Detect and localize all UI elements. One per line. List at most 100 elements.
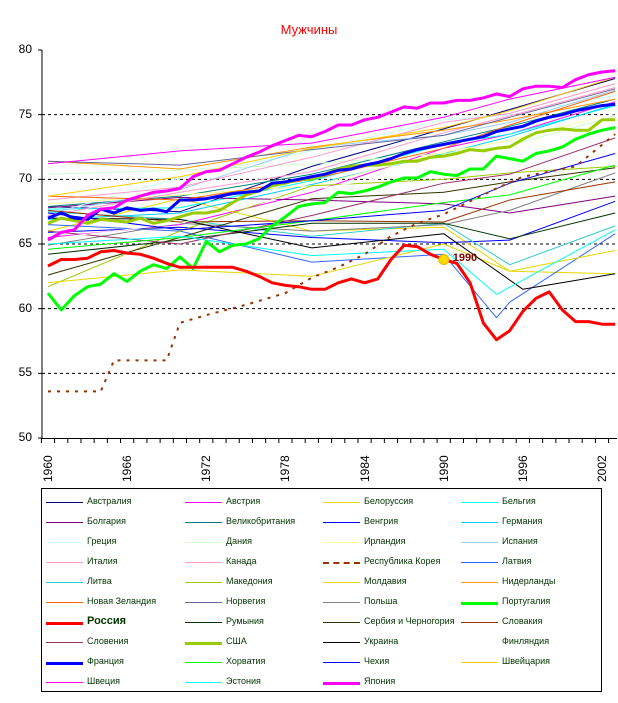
series-line-28 <box>47 137 616 245</box>
legend-swatch <box>185 682 222 683</box>
legend-label: Болгария <box>87 516 126 526</box>
legend-swatch <box>46 542 83 543</box>
series-line-27 <box>47 181 616 223</box>
legend-label: Сербия и Черногория <box>364 616 455 626</box>
series-line-5 <box>47 98 616 207</box>
legend-swatch <box>323 502 360 503</box>
series-line-34 <box>47 153 616 231</box>
annotation-label: 1990 <box>452 251 478 264</box>
legend-label: Нидерланды <box>502 576 556 586</box>
legend-swatch <box>185 502 222 503</box>
legend-label: Молдавия <box>364 576 407 586</box>
y-tick-label: 70 <box>18 171 32 186</box>
legend-label: Франция <box>87 656 124 666</box>
legend-label: Словакия <box>502 616 543 626</box>
chart-title: Мужчины <box>280 22 338 37</box>
legend-swatch <box>46 622 83 625</box>
legend-label: США <box>226 636 247 646</box>
legend-swatch <box>46 602 83 603</box>
legend-label: Бельгия <box>502 496 536 506</box>
y-tick-label: 50 <box>18 430 32 444</box>
series-line-6 <box>47 200 616 244</box>
legend-swatch <box>461 562 498 563</box>
legend-swatch <box>323 622 360 623</box>
series-line-24 <box>47 243 616 342</box>
legend-swatch <box>185 642 222 645</box>
legend-label: Италия <box>87 556 118 566</box>
y-tick-label: 60 <box>18 300 32 315</box>
legend-swatch <box>46 522 83 523</box>
series-line-2 <box>47 198 616 275</box>
series-line-32 <box>47 102 616 221</box>
legend-label: Польша <box>364 596 398 606</box>
legend-label: Испания <box>502 536 538 546</box>
series-line-37 <box>47 229 616 295</box>
series-line-9 <box>47 115 616 175</box>
series-line-13 <box>47 83 616 201</box>
legend: Австралия Австрия Белоруссия Бельгия Болгари… <box>41 488 602 692</box>
legend-label: Норвегия <box>226 596 266 606</box>
legend-label: Эстония <box>226 676 261 686</box>
x-tick-label: 2002 <box>595 455 609 482</box>
y-tick-label: 65 <box>18 236 32 250</box>
legend-label: Россия <box>87 615 127 627</box>
x-tick-label: 1966 <box>120 455 135 482</box>
legend-swatch <box>185 522 222 523</box>
series-line-19 <box>47 98 616 170</box>
legend-label: Австралия <box>87 496 132 506</box>
legend-swatch <box>185 562 222 563</box>
legend-swatch <box>323 642 360 643</box>
legend-swatch <box>461 622 498 623</box>
y-tick-label: 80 <box>18 42 32 56</box>
series-line-26 <box>47 167 616 276</box>
legend-swatch <box>461 582 498 583</box>
legend-swatch <box>461 542 498 543</box>
legend-label: Белоруссия <box>364 496 414 506</box>
legend-label: Хорватия <box>226 656 266 666</box>
legend-label: Македония <box>226 576 273 586</box>
x-tick-label: 1978 <box>278 455 293 482</box>
legend-swatch <box>323 582 360 583</box>
legend-swatch <box>323 662 360 663</box>
series-line-11 <box>47 89 616 214</box>
legend-label: Республика Корея <box>364 556 441 566</box>
legend-swatch <box>46 562 83 563</box>
legend-label: Швеция <box>87 676 120 686</box>
series-line-25 <box>47 212 616 255</box>
series-line-30 <box>47 217 616 290</box>
legend-label: Дания <box>226 536 252 546</box>
series-line-36 <box>47 76 616 165</box>
legend-label: Япония <box>364 676 396 686</box>
legend-swatch <box>461 502 498 503</box>
y-tick-label: 75 <box>18 106 32 121</box>
x-tick-label: 1972 <box>199 455 214 482</box>
legend-label: Австрия <box>226 496 261 506</box>
legend-label: Португалия <box>502 596 551 606</box>
legend-label: Венгрия <box>364 516 399 526</box>
series-line-23 <box>46 126 616 312</box>
legend-swatch <box>185 602 222 603</box>
legend-swatch <box>461 522 498 523</box>
series-line-16 <box>47 211 616 266</box>
legend-swatch <box>185 622 222 623</box>
legend-swatch <box>46 582 83 583</box>
legend-swatch <box>461 662 498 663</box>
legend-label: Канада <box>226 556 257 566</box>
legend-swatch <box>323 602 360 603</box>
series-line-14 <box>48 133 616 393</box>
series-line-17 <box>47 165 616 288</box>
legend-swatch <box>46 662 83 665</box>
legend-label: Финляндия <box>502 636 550 646</box>
x-tick-label: 1960 <box>41 455 55 482</box>
legend-label: Словения <box>87 636 129 646</box>
legend-swatch <box>46 682 83 683</box>
legend-label: Греция <box>87 536 117 546</box>
series-line-12 <box>47 87 616 216</box>
legend-swatch <box>185 582 222 583</box>
legend-label: Литва <box>87 576 112 586</box>
x-tick-label: 1990 <box>436 455 451 482</box>
legend-swatch <box>46 502 83 503</box>
x-tick-label: 1996 <box>515 455 530 482</box>
